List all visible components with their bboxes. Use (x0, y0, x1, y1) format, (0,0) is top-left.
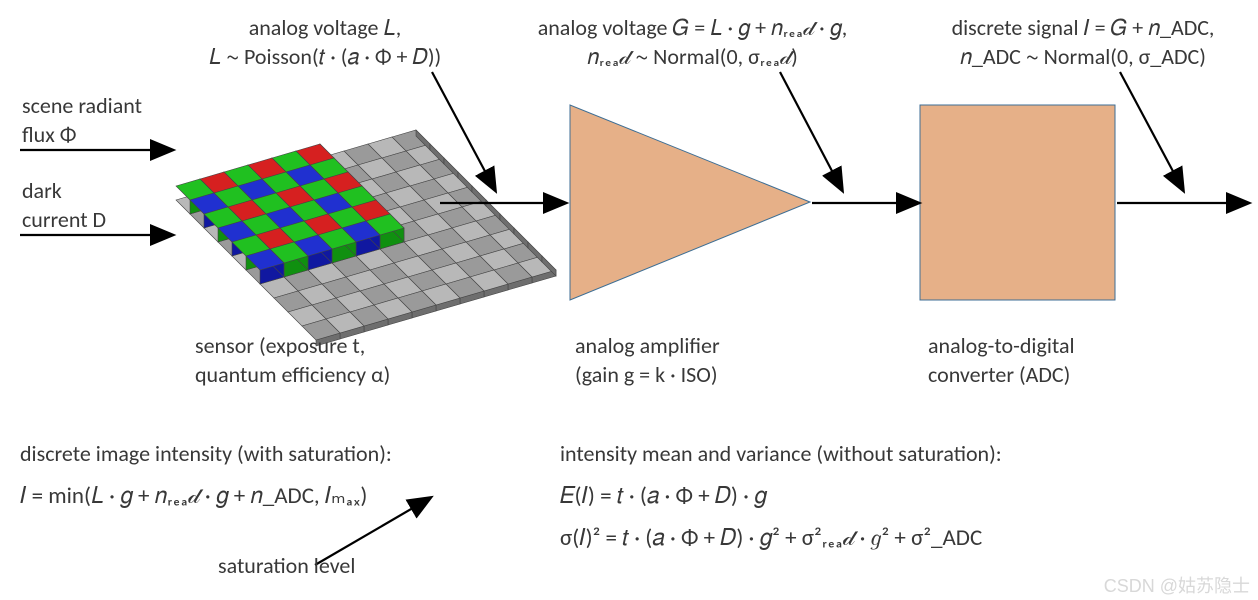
saturation-level-label: saturation level (218, 552, 355, 581)
sensor-shape (176, 130, 556, 346)
adc-shape (920, 105, 1115, 300)
dark-current-label: dark current D (22, 177, 106, 234)
scene-radiant-flux-label: scene radiant flux Φ (22, 92, 142, 149)
discrete-signal-I-label: discrete signal 𝐼 = 𝐺 + 𝑛_ADC, 𝑛_ADC ∼ N… (918, 14, 1248, 71)
eq-variance: σ(𝐼)² = 𝑡 · (𝑎 · Φ + 𝐷) · 𝑔² + σ²ᵣₑₐ𝒹 · … (560, 524, 982, 554)
analog-voltage-L-label: analog voltage 𝐿, 𝐿 ∼ Poisson(𝑡 · (𝑎 · Φ… (170, 14, 480, 71)
eq-mean: 𝐸(𝐼) = 𝑡 · (𝑎 · Φ + 𝐷) · 𝑔 (560, 482, 767, 512)
eq-meanvar-title: intensity mean and variance (without sat… (560, 440, 1002, 469)
amplifier-caption: analog amplifier (gain g = k · ISO) (575, 332, 720, 389)
eq-saturation: 𝐼 = min(𝐿 · 𝑔 + 𝑛ᵣₑₐ𝒹 · 𝑔 + 𝑛_ADC, 𝐼ₘₐₓ) (20, 482, 367, 512)
sensor-caption: sensor (exposure t, quantum efficiency α… (195, 332, 390, 389)
watermark: CSDN @姑苏隐士 (1104, 572, 1250, 598)
adcI-pointer (1120, 72, 1183, 190)
eq-saturation-title: discrete image intensity (with saturatio… (20, 440, 392, 469)
analog-voltage-G-label: analog voltage 𝐺 = 𝐿 · 𝑔 + 𝑛ᵣₑₐ𝒹 · 𝑔, 𝑛ᵣ… (495, 14, 890, 71)
analogG-pointer (780, 72, 842, 190)
diagram-stage: analog voltage 𝐿, 𝐿 ∼ Poisson(𝑡 · (𝑎 · Φ… (0, 0, 1258, 600)
adc-caption: analog-to-digital converter (ADC) (928, 332, 1075, 389)
amplifier-shape (570, 105, 810, 300)
